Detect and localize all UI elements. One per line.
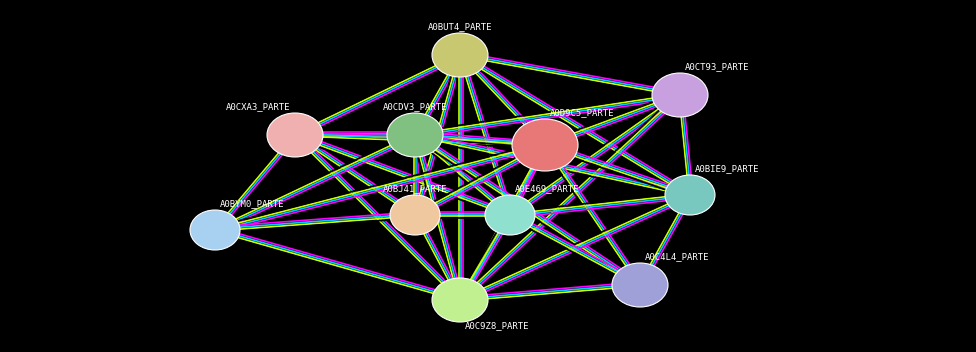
Text: A0C4L4_PARTE: A0C4L4_PARTE [645,252,710,262]
Text: A0E469_PARTE: A0E469_PARTE [515,184,580,194]
Ellipse shape [390,195,440,235]
Ellipse shape [190,210,240,250]
Text: A0CDV3_PARTE: A0CDV3_PARTE [383,102,447,112]
Text: A0BYM0_PARTE: A0BYM0_PARTE [220,200,284,208]
Text: A0CT93_PARTE: A0CT93_PARTE [685,63,750,71]
Ellipse shape [512,119,578,171]
Ellipse shape [267,113,323,157]
Ellipse shape [652,73,708,117]
Text: A0CXA3_PARTE: A0CXA3_PARTE [225,102,290,112]
Text: A0C9Z8_PARTE: A0C9Z8_PARTE [465,321,530,331]
Text: A0BUT4_PARTE: A0BUT4_PARTE [427,23,492,31]
Ellipse shape [665,175,715,215]
Text: A0BIE9_PARTE: A0BIE9_PARTE [695,164,759,174]
Ellipse shape [485,195,535,235]
Ellipse shape [432,278,488,322]
Ellipse shape [387,113,443,157]
Text: A0BJ41_PARTE: A0BJ41_PARTE [383,184,447,194]
Ellipse shape [612,263,668,307]
Ellipse shape [432,33,488,77]
Text: A0D9C5_PARTE: A0D9C5_PARTE [550,108,615,118]
